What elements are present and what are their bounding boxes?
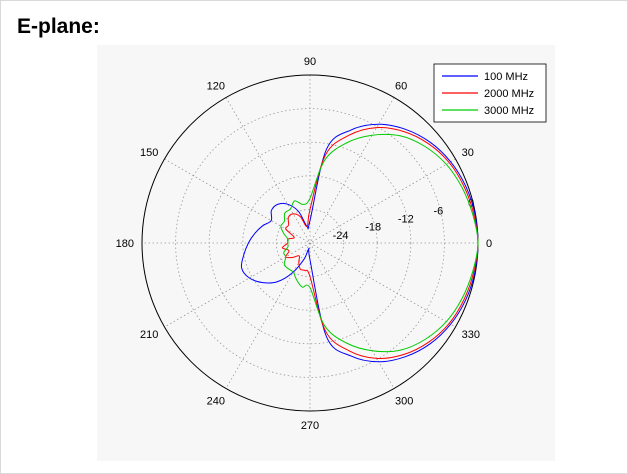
angle-label-270: 270 (301, 420, 319, 432)
grid-spoke-150 (164, 158, 456, 328)
trace-series-3 (280, 133, 479, 353)
radial-label-neg12: -12 (398, 214, 414, 226)
legend-label-2: 2000 MHz (484, 88, 534, 100)
angle-label-90: 90 (304, 56, 316, 68)
page-title: E-plane: (17, 15, 100, 38)
radial-label-neg6: -6 (434, 205, 444, 217)
angle-label-240: 240 (207, 396, 225, 408)
legend: 100 MHz 2000 MHz 3000 MHz (433, 63, 547, 123)
angle-label-210: 210 (140, 329, 158, 341)
angle-label-0: 0 (486, 238, 492, 250)
angle-label-60: 60 (395, 80, 407, 92)
trace-series-1 (240, 123, 479, 363)
angle-label-300: 300 (395, 396, 413, 408)
angle-label-30: 30 (462, 147, 474, 159)
angle-label-150: 150 (140, 147, 158, 159)
grid-ring-4 (175, 108, 445, 378)
angle-label-330: 330 (462, 329, 480, 341)
angle-label-180: 180 (116, 238, 134, 250)
radial-label-neg24: -24 (333, 230, 349, 242)
angle-label-120: 120 (207, 80, 225, 92)
polar-grid (141, 74, 479, 412)
pattern-traces (240, 123, 479, 363)
radial-label-neg18: -18 (365, 222, 381, 234)
angle-tick-labels: 0 30 60 90 120 150 180 210 240 270 300 330 (116, 56, 492, 432)
legend-label-3: 3000 MHz (484, 105, 534, 117)
legend-label-1: 100 MHz (484, 71, 528, 83)
